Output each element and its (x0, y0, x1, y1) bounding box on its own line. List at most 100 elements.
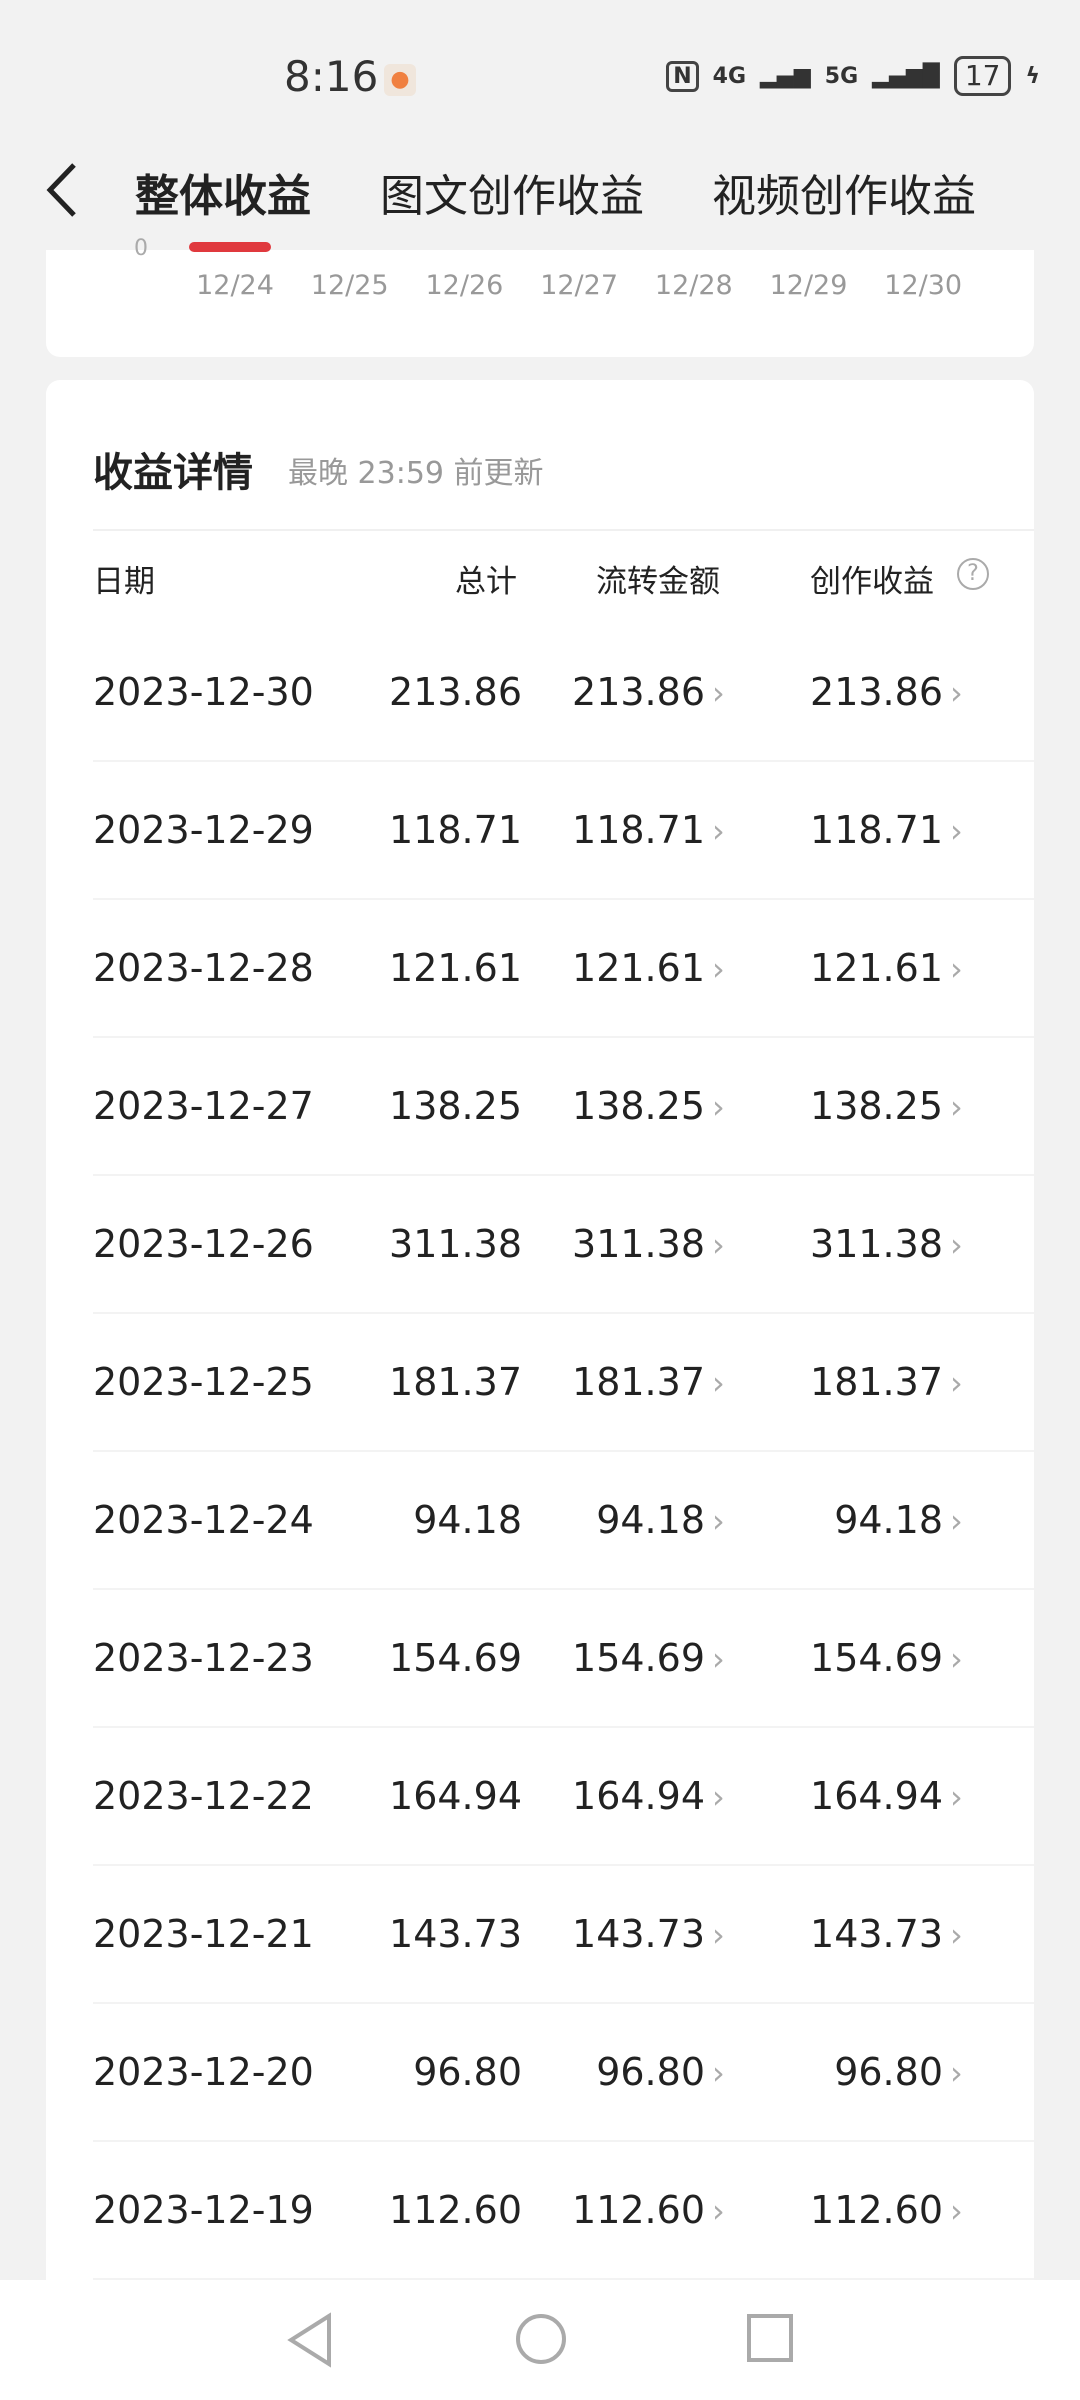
chevron-right-icon[interactable]: › (712, 1778, 725, 1816)
creation-income-link[interactable]: 112.60 (810, 2188, 943, 2232)
date-cell: 2023-12-28 (93, 946, 314, 990)
creation-income-link[interactable]: 181.37 (810, 1360, 943, 1404)
chevron-right-icon[interactable]: › (712, 2192, 725, 2230)
flow-amount-link[interactable]: 121.61 (572, 946, 705, 990)
flow-amount-link[interactable]: 311.38 (572, 1222, 705, 1266)
chevron-right-icon[interactable]: › (950, 2192, 963, 2230)
date-cell: 2023-12-26 (93, 1222, 314, 1266)
flow-amount-link[interactable]: 154.69 (572, 1636, 705, 1680)
total-cell: 138.25 (389, 1084, 522, 1128)
home-circle-icon[interactable] (514, 2312, 568, 2366)
row-divider (93, 898, 1034, 900)
creation-income-link[interactable]: 121.61 (810, 946, 943, 990)
chevron-right-icon[interactable]: › (712, 1640, 725, 1678)
chevron-right-icon[interactable]: › (950, 1640, 963, 1678)
total-cell: 143.73 (389, 1912, 522, 1956)
tab-video[interactable]: 视频创作收益 (712, 171, 976, 222)
flow-amount-link[interactable]: 96.80 (596, 2050, 705, 2094)
creation-income-link[interactable]: 213.86 (810, 670, 943, 714)
col-total: 总计 (455, 564, 517, 600)
table-row: 2023-12-24 94.18 94.18 › 94.18 › (0, 1452, 1080, 1590)
chevron-right-icon[interactable]: › (950, 1778, 963, 1816)
y-tick: 0 (134, 236, 148, 261)
tab-article[interactable]: 图文创作收益 (380, 171, 644, 222)
date-cell: 2023-12-24 (93, 1498, 314, 1542)
chevron-right-icon[interactable]: › (950, 1502, 963, 1540)
row-divider (93, 1588, 1034, 1590)
row-divider (93, 2140, 1034, 2142)
flow-amount-link[interactable]: 181.37 (572, 1360, 705, 1404)
creation-income-link[interactable]: 164.94 (810, 1774, 943, 1818)
chevron-right-icon[interactable]: › (712, 1502, 725, 1540)
row-divider (93, 2278, 1034, 2280)
total-cell: 181.37 (389, 1360, 522, 1404)
table-row: 2023-12-26 311.38 311.38 › 311.38 › (0, 1176, 1080, 1314)
chevron-right-icon[interactable]: › (712, 2054, 725, 2092)
row-divider (93, 1450, 1034, 1452)
x-tick-label: 12/26 (425, 270, 504, 301)
chevron-right-icon[interactable]: › (712, 674, 725, 712)
chevron-right-icon[interactable]: › (712, 1364, 725, 1402)
chevron-right-icon[interactable]: › (950, 1364, 963, 1402)
total-cell: 311.38 (389, 1222, 522, 1266)
chevron-right-icon[interactable]: › (712, 950, 725, 988)
recents-square-icon[interactable] (745, 2312, 795, 2366)
chevron-right-icon[interactable]: › (712, 1916, 725, 1954)
nfc-icon: N (666, 60, 699, 92)
creation-income-link[interactable]: 311.38 (810, 1222, 943, 1266)
table-row: 2023-12-23 154.69 154.69 › 154.69 › (0, 1590, 1080, 1728)
total-cell: 154.69 (389, 1636, 522, 1680)
chevron-left-icon (46, 163, 76, 217)
flow-amount-link[interactable]: 112.60 (572, 2188, 705, 2232)
row-divider (93, 1864, 1034, 1866)
help-icon[interactable]: ? (957, 558, 989, 590)
tab-overall[interactable]: 整体收益 (135, 171, 311, 222)
creation-income-link[interactable]: 94.18 (834, 1498, 943, 1542)
date-cell: 2023-12-22 (93, 1774, 314, 1818)
system-nav-bar (0, 2280, 1080, 2400)
table-row: 2023-12-29 118.71 118.71 › 118.71 › (0, 762, 1080, 900)
creation-income-link[interactable]: 118.71 (810, 808, 943, 852)
row-divider (93, 760, 1034, 762)
date-cell: 2023-12-23 (93, 1636, 314, 1680)
row-divider (93, 1174, 1034, 1176)
flow-amount-link[interactable]: 143.73 (572, 1912, 705, 1956)
creation-income-link[interactable]: 143.73 (810, 1912, 943, 1956)
x-tick-label: 12/28 (654, 270, 733, 301)
signal-icon: ▂▄▆█ (872, 63, 940, 89)
flow-amount-link[interactable]: 138.25 (572, 1084, 705, 1128)
chevron-right-icon[interactable]: › (950, 2054, 963, 2092)
creation-income-link[interactable]: 96.80 (834, 2050, 943, 2094)
creation-income-link[interactable]: 154.69 (810, 1636, 943, 1680)
chevron-right-icon[interactable]: › (950, 1088, 963, 1126)
col-date: 日期 (93, 564, 155, 600)
chevron-right-icon[interactable]: › (950, 950, 963, 988)
table-row: 2023-12-22 164.94 164.94 › 164.94 › (0, 1728, 1080, 1866)
x-tick-label: 12/24 (196, 270, 274, 301)
col-flow: 流转金额 (596, 564, 720, 600)
chevron-right-icon[interactable]: › (712, 1226, 725, 1264)
signal-icon: ▂▄▆ (760, 63, 811, 89)
chevron-right-icon[interactable]: › (950, 1226, 963, 1264)
flow-amount-link[interactable]: 118.71 (572, 808, 705, 852)
section-title: 收益详情 (93, 450, 253, 496)
x-tick-label: 12/29 (769, 270, 848, 301)
row-divider (93, 2002, 1034, 2004)
chevron-right-icon[interactable]: › (950, 812, 963, 850)
date-cell: 2023-12-25 (93, 1360, 314, 1404)
back-button[interactable] (42, 160, 82, 230)
chevron-right-icon[interactable]: › (950, 674, 963, 712)
chevron-right-icon[interactable]: › (712, 1088, 725, 1126)
battery-icon: 17 (953, 56, 1012, 96)
date-cell: 2023-12-30 (93, 670, 314, 714)
chevron-right-icon[interactable]: › (950, 1916, 963, 1954)
flow-amount-link[interactable]: 94.18 (596, 1498, 705, 1542)
chevron-right-icon[interactable]: › (712, 812, 725, 850)
back-triangle-icon[interactable] (285, 2312, 335, 2368)
x-tick-label: 12/27 (540, 270, 618, 301)
date-cell: 2023-12-21 (93, 1912, 314, 1956)
flow-amount-link[interactable]: 164.94 (572, 1774, 705, 1818)
signal-4g: 4G (712, 63, 747, 89)
flow-amount-link[interactable]: 213.86 (572, 670, 705, 714)
creation-income-link[interactable]: 138.25 (810, 1084, 943, 1128)
